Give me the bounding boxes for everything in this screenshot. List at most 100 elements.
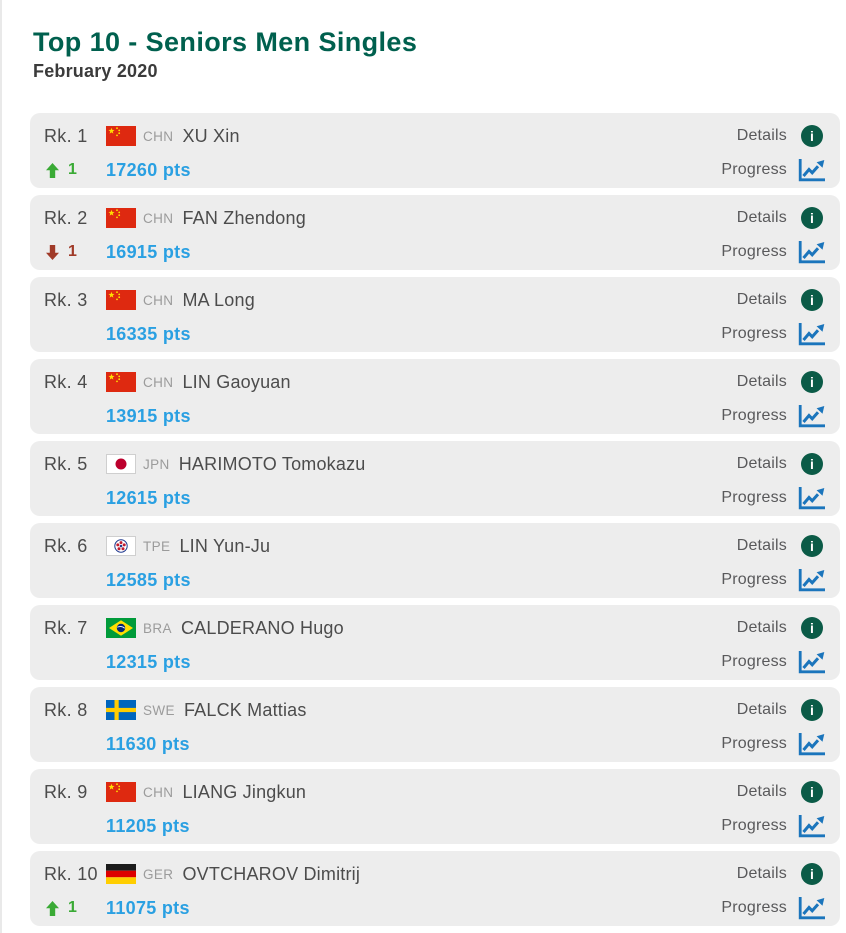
progress-link[interactable]: Progress [721, 161, 787, 178]
progress-group: Progress [721, 486, 826, 510]
line-chart-icon[interactable] [798, 322, 826, 346]
line-chart-icon[interactable] [798, 650, 826, 674]
player-name: LIN Yun-Ju [179, 535, 271, 556]
row-top-line: Rk. 1 CHN XU Xin Details i [44, 124, 826, 148]
progress-link[interactable]: Progress [721, 489, 787, 506]
info-icon[interactable]: i [801, 453, 823, 475]
ranking-row: Rk. 9 CHN LIANG Jingkun Details i 11205 … [30, 769, 840, 844]
points-label: 12315 pts [106, 651, 191, 672]
details-link[interactable]: Details [736, 537, 787, 554]
rank-label: Rk. 6 [44, 535, 88, 556]
progress-group: Progress [721, 322, 826, 346]
details-link[interactable]: Details [736, 127, 787, 144]
details-link[interactable]: Details [736, 209, 787, 226]
rank-movement: 1 [44, 899, 106, 917]
progress-group: Progress [721, 814, 826, 838]
progress-link[interactable]: Progress [721, 571, 787, 588]
details-icon-slot: i [798, 617, 826, 639]
row-bottom-line: 12315 pts Progress [44, 650, 826, 674]
progress-link[interactable]: Progress [721, 243, 787, 260]
rank-down-icon [46, 244, 59, 260]
line-chart-icon[interactable] [798, 486, 826, 510]
details-group: Details i [737, 371, 826, 393]
details-icon-slot: i [798, 699, 826, 721]
details-group: Details i [737, 535, 826, 557]
flag-chn-icon [106, 126, 136, 146]
row-top-line: Rk. 2 CHN FAN Zhendong Details i [44, 206, 826, 230]
rank-movement: 1 [44, 161, 106, 179]
progress-icon-slot [798, 650, 826, 674]
ranking-row: Rk. 10 GER OVTCHAROV Dimitrij Details i … [30, 851, 840, 926]
points-label: 16915 pts [106, 241, 191, 262]
line-chart-icon[interactable] [798, 814, 826, 838]
details-group: Details i [737, 207, 826, 229]
line-chart-icon[interactable] [798, 240, 826, 264]
details-link[interactable]: Details [736, 701, 787, 718]
player-name: FALCK Mattias [183, 699, 307, 720]
rank-label: Rk. 3 [44, 289, 88, 310]
line-chart-icon[interactable] [798, 158, 826, 182]
line-chart-icon[interactable] [798, 896, 826, 920]
row-top-line: Rk. 5 JPN HARIMOTO Tomokazu Details i [44, 452, 826, 476]
row-top-line: Rk. 3 CHN MA Long Details i [44, 288, 826, 312]
info-icon[interactable]: i [801, 699, 823, 721]
details-link[interactable]: Details [736, 783, 787, 800]
info-icon[interactable]: i [801, 289, 823, 311]
progress-group: Progress [721, 568, 826, 592]
details-icon-slot: i [798, 535, 826, 557]
details-link[interactable]: Details [736, 291, 787, 308]
line-chart-icon[interactable] [798, 568, 826, 592]
row-bottom-line: 1 11075 pts Progress [44, 896, 826, 920]
page-header: Top 10 - Seniors Men Singles February 20… [0, 0, 846, 82]
flag-chn-icon [106, 290, 136, 310]
row-bottom-line: 16335 pts Progress [44, 322, 826, 346]
points-label: 17260 pts [106, 159, 191, 180]
info-icon[interactable]: i [801, 371, 823, 393]
ranking-list: Rk. 1 CHN XU Xin Details i 1 17260 pts P… [30, 113, 840, 926]
flag-swe-icon [106, 700, 136, 720]
details-icon-slot: i [798, 781, 826, 803]
points-label: 11075 pts [106, 897, 190, 918]
progress-link[interactable]: Progress [721, 735, 787, 752]
info-icon[interactable]: i [801, 125, 823, 147]
details-link[interactable]: Details [736, 455, 787, 472]
info-icon[interactable]: i [801, 617, 823, 639]
info-icon[interactable]: i [801, 535, 823, 557]
line-chart-icon[interactable] [798, 404, 826, 428]
page-subtitle: February 2020 [33, 61, 158, 81]
info-icon[interactable]: i [801, 863, 823, 885]
rank-movement: 1 [44, 243, 106, 261]
player-name: LIN Gaoyuan [182, 371, 291, 392]
progress-link[interactable]: Progress [721, 325, 787, 342]
rank-up-icon [46, 162, 59, 178]
progress-group: Progress [721, 158, 826, 182]
progress-link[interactable]: Progress [721, 899, 787, 916]
rank-label: Rk. 2 [44, 207, 88, 228]
info-icon[interactable]: i [801, 207, 823, 229]
row-bottom-line: 1 16915 pts Progress [44, 240, 826, 264]
details-link[interactable]: Details [736, 865, 787, 882]
country-code: CHN [143, 128, 174, 144]
progress-icon-slot [798, 240, 826, 264]
details-link[interactable]: Details [736, 619, 787, 636]
progress-link[interactable]: Progress [721, 407, 787, 424]
rank-label: Rk. 4 [44, 371, 88, 392]
row-bottom-line: 1 17260 pts Progress [44, 158, 826, 182]
progress-group: Progress [721, 732, 826, 756]
progress-link[interactable]: Progress [721, 653, 787, 670]
points-label: 13915 pts [106, 405, 191, 426]
details-group: Details i [737, 617, 826, 639]
ranking-row: Rk. 8 SWE FALCK Mattias Details i 11630 … [30, 687, 840, 762]
points-label: 12615 pts [106, 487, 191, 508]
flag-chn-icon [106, 372, 136, 392]
details-icon-slot: i [798, 863, 826, 885]
player-name: LIANG Jingkun [182, 781, 307, 802]
progress-group: Progress [721, 896, 826, 920]
country-code: CHN [143, 784, 174, 800]
page-left-border [0, 0, 2, 933]
details-link[interactable]: Details [736, 373, 787, 390]
progress-link[interactable]: Progress [721, 817, 787, 834]
line-chart-icon[interactable] [798, 732, 826, 756]
info-icon[interactable]: i [801, 781, 823, 803]
rank-label: Rk. 7 [44, 617, 88, 638]
